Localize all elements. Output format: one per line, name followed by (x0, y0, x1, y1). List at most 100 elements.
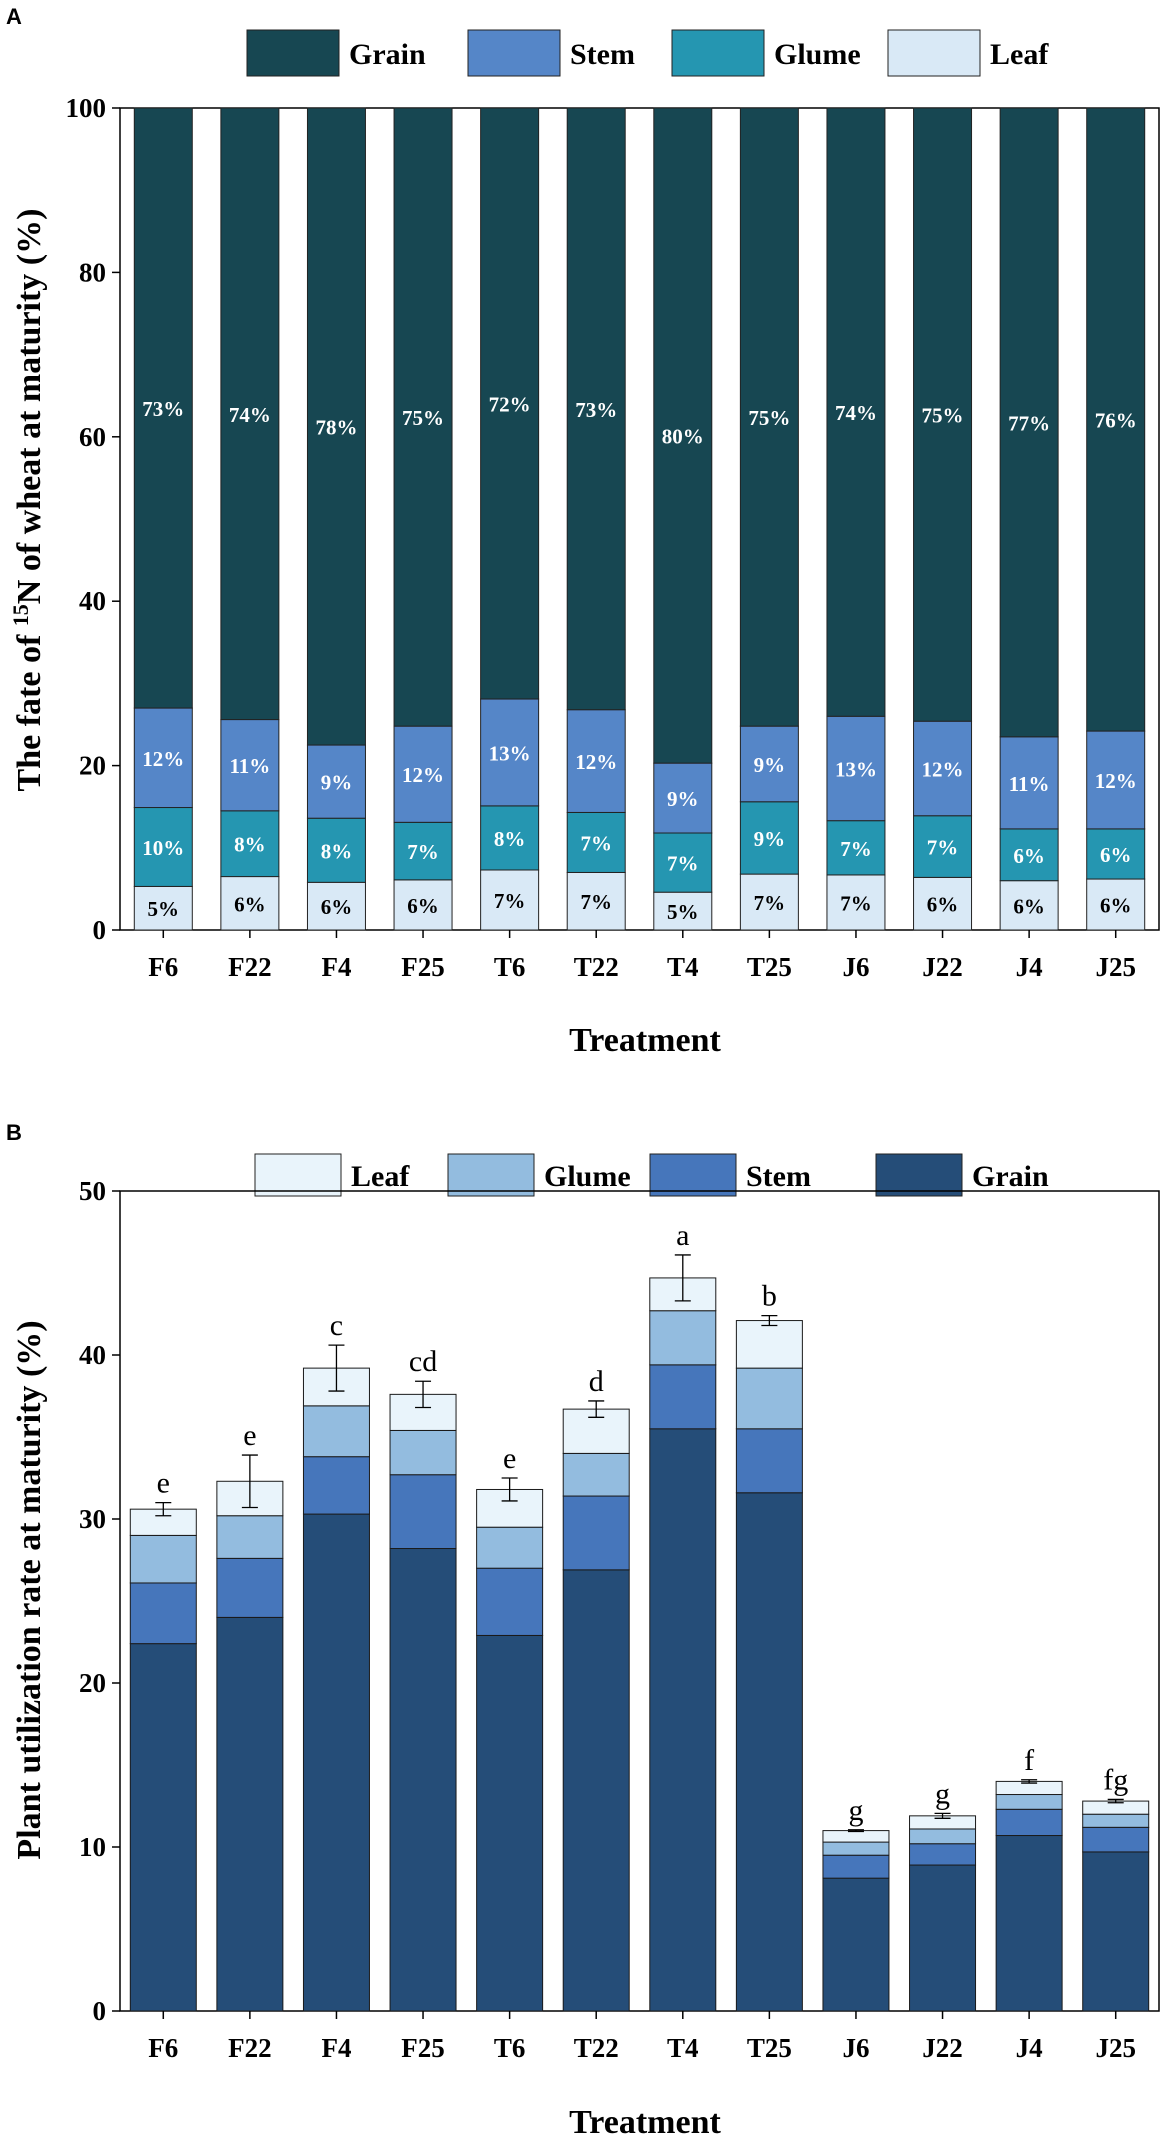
y-tick-label-20: 20 (79, 751, 106, 781)
bar-segment-grain-j22 (909, 1864, 977, 2012)
x-tick-label-j25: J25 (1095, 2033, 1136, 2063)
significance-letter-f25: cd (409, 1345, 437, 1378)
bar-segment-stem-j22 (913, 720, 973, 817)
data-label-grain-j4: 77% (1008, 411, 1050, 435)
bar-segment-stem-f25 (389, 1474, 457, 1550)
bar-segment-stem-j25 (1082, 1826, 1150, 1853)
panel-b-x-axis: F6 F22 F4 F25 T6 T22 T4 T25 J6 J22 J4 J25 (148, 2011, 1136, 2063)
y-title-prefix: The fate of (11, 626, 48, 791)
bar-segment-glume-j22 (913, 815, 973, 878)
bar-segment-grain-f6 (133, 107, 193, 709)
x-tick-label-t6: T6 (494, 2033, 526, 2063)
x-tick-label-f6: F6 (148, 952, 178, 982)
bar-segment-grain-j22 (913, 107, 973, 722)
data-label-grain-t25: 75% (748, 406, 790, 430)
y-tick-label-60: 60 (79, 422, 106, 452)
legend-label-grain: Grain (972, 1160, 1049, 1193)
data-label-stem-f4: 9% (321, 771, 353, 795)
data-label-glume-j6: 7% (840, 837, 872, 861)
panel-b: B Leaf Glume Stem Grain 0 10 20 30 40 50 e e c cd e d… (6, 1120, 1160, 2141)
bar-segment-grain-f4 (302, 1513, 370, 2012)
legend-swatch-stem (649, 1153, 737, 1197)
bar-segment-stem-j22 (909, 1843, 977, 1866)
x-tick-label-j4: J4 (1016, 952, 1043, 982)
bar-segment-grain-t6 (480, 107, 540, 700)
legend-label-glume: Glume (544, 1160, 631, 1193)
data-label-stem-j22: 12% (922, 757, 964, 781)
legend-swatch-leaf (254, 1153, 342, 1197)
legend-label-stem: Stem (570, 38, 635, 71)
legend-swatch-glume (447, 1153, 535, 1197)
bar-segment-stem-j6 (822, 1854, 890, 1879)
x-tick-label-t6: T6 (494, 952, 526, 982)
x-tick-label-f22: F22 (228, 952, 272, 982)
data-label-glume-t6: 8% (494, 827, 526, 851)
bar-segment-stem-f22 (216, 1557, 284, 1618)
y-tick-label-80: 80 (79, 257, 106, 287)
data-label-glume-f22: 8% (234, 833, 266, 857)
panel-a-bars (133, 107, 1146, 931)
data-label-leaf-t4: 5% (667, 900, 699, 924)
x-tick-label-j6: J6 (842, 952, 869, 982)
data-label-stem-t22: 12% (575, 750, 617, 774)
y-tick-label-100: 100 (66, 93, 107, 123)
bar-segment-stem-t4 (649, 1364, 717, 1430)
bar-segment-glume-t6 (476, 1526, 544, 1569)
bar-segment-leaf-f6 (133, 885, 193, 931)
bar-segment-glume-f25 (389, 1429, 457, 1476)
x-tick-label-f4: F4 (321, 2033, 351, 2063)
data-label-stem-f22: 11% (229, 754, 270, 778)
panel-b-y-axis: 0 10 20 30 40 50 (79, 1176, 1160, 2026)
bar-segment-grain-f6 (129, 1643, 197, 2012)
bar-segment-stem-f4 (302, 1456, 370, 1515)
bar-segment-glume-j22 (909, 1828, 977, 1845)
data-label-leaf-f6: 5% (148, 897, 180, 921)
panel-b-legend: Leaf Glume Stem Grain (254, 1153, 1049, 1197)
x-tick-label-t22: T22 (574, 2033, 619, 2063)
bar-segment-stem-j6 (826, 715, 886, 822)
y-tick-label-50: 50 (79, 1176, 106, 1206)
panel-b-bars (129, 1277, 1150, 2012)
panel-a: A Grain Stem Glume Leaf 0 20 40 60 80 100 5% 10% 1… (6, 4, 1160, 1059)
panel-a-data-labels: 5% 10% 12% 73% 6% 8% 11% 74% 6% 8% 9% 78% 6% 7% 12% 75%… (142, 393, 1136, 925)
bar-segment-glume-t25 (735, 1367, 803, 1430)
data-label-stem-f25: 12% (402, 763, 444, 787)
significance-letter-j4: f (1024, 1744, 1034, 1777)
legend-swatch-grain (875, 1153, 963, 1197)
data-label-glume-j4: 6% (1013, 844, 1045, 868)
bar-segment-leaf-t6 (480, 869, 540, 931)
data-label-grain-j22: 75% (922, 404, 964, 428)
legend-swatch-leaf (887, 29, 981, 77)
data-label-stem-f6: 12% (142, 747, 184, 771)
panel-b-letter: B (6, 1120, 22, 1145)
bar-segment-leaf-f25 (393, 879, 453, 931)
legend-label-glume: Glume (774, 38, 861, 71)
data-label-leaf-t25: 7% (754, 891, 786, 915)
bar-segment-glume-t25 (739, 801, 799, 875)
bar-segment-glume-t22 (566, 811, 626, 873)
bar-segment-grain-j6 (822, 1877, 890, 2012)
bar-segment-grain-f22 (220, 107, 280, 721)
bar-segment-leaf-t25 (735, 1320, 803, 1369)
x-tick-label-j22: J22 (922, 2033, 963, 2063)
bar-segment-stem-t6 (480, 698, 540, 807)
significance-letter-t4: a (676, 1219, 689, 1252)
data-label-glume-f25: 7% (407, 840, 439, 864)
bar-segment-glume-f22 (220, 810, 280, 878)
significance-letter-f6: e (157, 1467, 170, 1500)
bar-segment-glume-f4 (302, 1405, 370, 1458)
panel-a-x-axis-title: Treatment (569, 1022, 721, 1059)
data-label-stem-j4: 11% (1009, 772, 1050, 796)
significance-letter-j6: g (848, 1794, 863, 1827)
x-tick-label-j6: J6 (842, 2033, 869, 2063)
panel-a-legend: Grain Stem Glume Leaf (246, 29, 1049, 77)
data-label-stem-t25: 9% (754, 753, 786, 777)
y-tick-label-40: 40 (79, 586, 106, 616)
bar-segment-glume-t6 (480, 805, 540, 871)
data-label-glume-f6: 10% (142, 836, 184, 860)
bar-segment-glume-j6 (822, 1841, 890, 1856)
bar-segment-grain-j6 (826, 107, 886, 717)
x-tick-label-t25: T25 (747, 2033, 792, 2063)
bar-segment-grain-t6 (476, 1634, 544, 2012)
data-label-grain-f25: 75% (402, 406, 444, 430)
